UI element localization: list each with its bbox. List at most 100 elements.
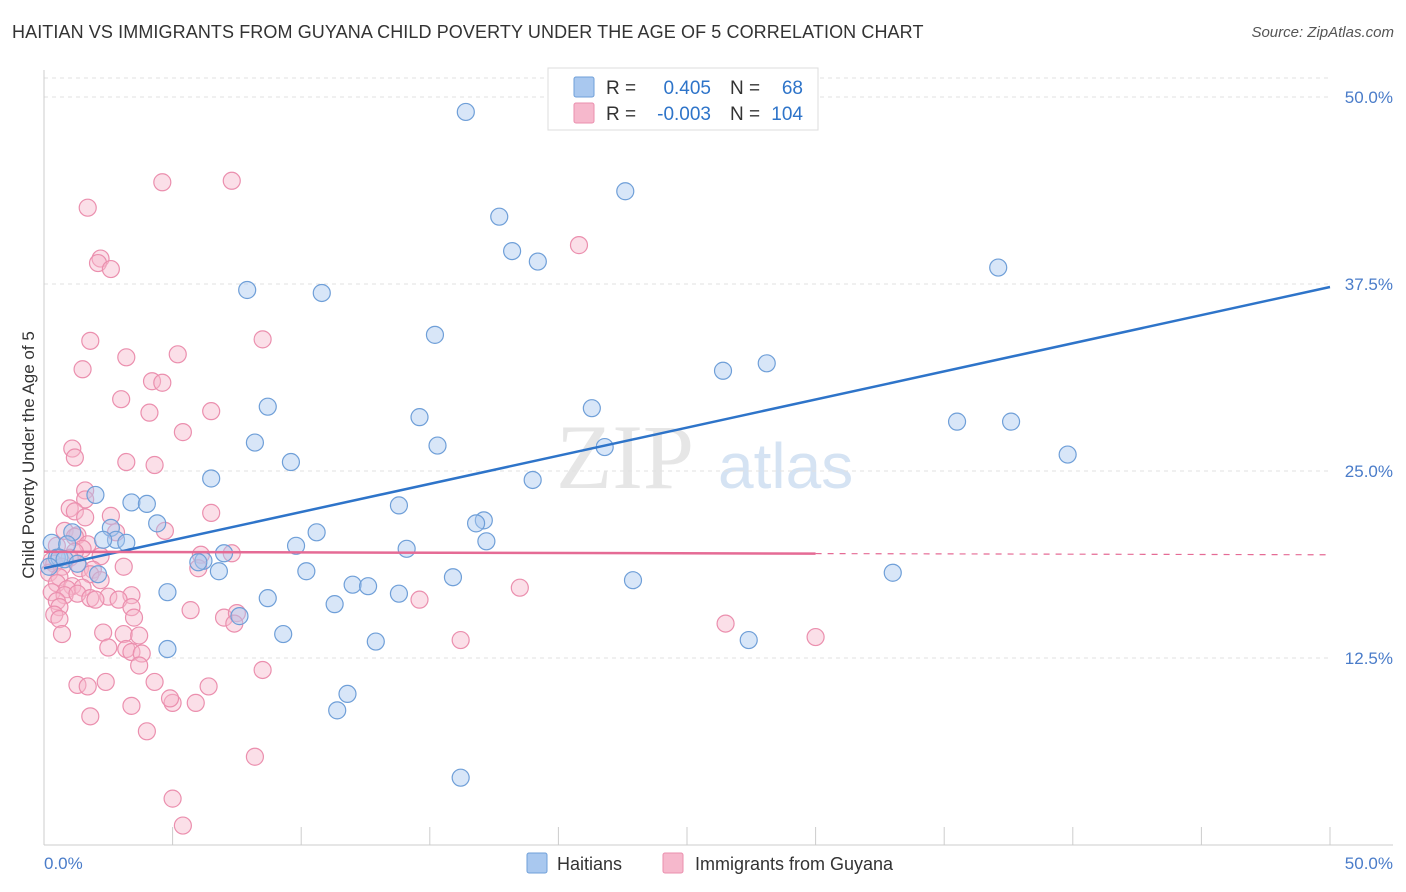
haitians-point	[490, 207, 509, 226]
guyana-point	[99, 638, 118, 657]
haitians-point	[456, 102, 475, 122]
guyana-point	[81, 707, 100, 726]
guyana-point	[806, 627, 825, 647]
haitians-point	[122, 493, 141, 512]
haitians-point	[989, 258, 1008, 277]
watermark-atlas: atlas	[718, 430, 853, 502]
haitians-point	[343, 575, 362, 594]
legend-r-value-2: -0.003	[657, 104, 711, 125]
chart-title: HAITIAN VS IMMIGRANTS FROM GUYANA CHILD …	[12, 22, 924, 42]
legend-r-value-1: 0.405	[663, 78, 711, 99]
axes	[43, 70, 1393, 846]
haitians-point	[158, 583, 177, 602]
haitians-point	[389, 584, 409, 603]
guyana-point	[202, 503, 221, 522]
guyana-point	[510, 578, 529, 597]
haitians-point	[757, 354, 776, 373]
guyana-point	[65, 448, 84, 467]
haitians-point	[325, 595, 344, 614]
guyana-point	[145, 672, 164, 692]
legend-n-label-1: N =	[730, 78, 760, 99]
guyana-point	[73, 360, 92, 379]
guyana-point	[202, 402, 221, 421]
series-legend: Haitians Immigrants from Guyana	[526, 852, 894, 874]
guyana-point	[96, 672, 115, 692]
haitians-point	[328, 701, 347, 720]
haitians-point	[443, 568, 463, 587]
guyana-point	[117, 348, 136, 367]
series-legend-label-haitians: Haitians	[557, 854, 622, 874]
haitians-point	[63, 523, 82, 542]
haitians-point	[245, 433, 265, 452]
haitians-point	[86, 485, 105, 505]
guyana-point	[186, 693, 205, 712]
legend-swatch-pink	[573, 102, 595, 124]
haitians-point	[503, 241, 522, 261]
haitians-point	[739, 630, 758, 650]
guyana-point	[716, 614, 735, 633]
haitians-point	[366, 632, 385, 651]
haitians-point	[528, 252, 547, 271]
haitians-point	[312, 283, 331, 303]
series-guyana-points	[40, 171, 825, 835]
guyana-trend-line	[43, 550, 816, 555]
guyana-point	[52, 624, 72, 644]
y-tick-labels: 12.5% 25.0% 37.5% 50.0%	[1345, 88, 1393, 668]
guyana-point	[227, 604, 246, 623]
haitians-trend-line	[43, 285, 1331, 570]
series-haitians-points	[40, 102, 1077, 787]
haitians-point	[189, 553, 208, 572]
legend-r-label-1: R =	[606, 78, 636, 99]
haitians-point	[88, 565, 108, 584]
guyana-point	[173, 423, 192, 442]
haitians-point	[397, 539, 416, 558]
guyana-point	[101, 259, 120, 279]
guyana-point	[60, 499, 79, 518]
haitians-point	[158, 639, 177, 659]
guyana-point	[117, 452, 136, 472]
haitians-point	[451, 768, 470, 787]
guyana-point	[130, 656, 149, 675]
y-tick-label: 25.0%	[1345, 462, 1393, 481]
guyana-point	[160, 689, 180, 708]
haitians-point	[1058, 445, 1077, 464]
guyana-point	[130, 626, 149, 645]
legend-swatch-blue	[573, 76, 595, 98]
guyana-trend-line-extension	[815, 552, 1331, 556]
haitians-point	[410, 408, 429, 427]
haitians-point	[258, 589, 277, 608]
guyana-point	[112, 390, 131, 409]
series-legend-swatch-haitians	[526, 852, 548, 874]
guyana-point	[132, 644, 151, 663]
guyana-point	[78, 677, 97, 696]
guyana-point	[451, 630, 470, 650]
haitians-point	[1001, 412, 1021, 431]
guyana-point	[569, 236, 589, 255]
guyana-point	[410, 590, 429, 609]
legend-n-value-2: 104	[771, 104, 803, 125]
haitians-point	[582, 399, 601, 418]
guyana-point	[168, 345, 187, 364]
guyana-point	[155, 521, 174, 540]
y-tick-label: 12.5%	[1345, 649, 1393, 668]
guyana-point	[114, 557, 133, 576]
source-label: Source: ZipAtlas.com	[1251, 24, 1394, 41]
guyana-point	[76, 490, 95, 509]
guyana-point	[65, 502, 84, 521]
y-tick-label: 50.0%	[1345, 88, 1393, 107]
series-legend-swatch-guyana	[662, 852, 684, 874]
guyana-point	[124, 608, 144, 627]
trend-lines	[43, 285, 1331, 570]
gridlines	[44, 77, 1330, 659]
y-tick-label: 37.5%	[1345, 275, 1393, 294]
haitians-point	[389, 496, 409, 515]
legend-r-label-2: R =	[606, 104, 636, 125]
x-tick-label-min: 0.0%	[44, 854, 83, 873]
x-tick-label-max: 50.0%	[1345, 854, 1393, 873]
haitians-point	[148, 514, 167, 533]
haitians-point	[425, 325, 445, 344]
guyana-point	[181, 601, 200, 620]
haitians-point	[94, 530, 113, 549]
guyana-point	[78, 198, 97, 217]
